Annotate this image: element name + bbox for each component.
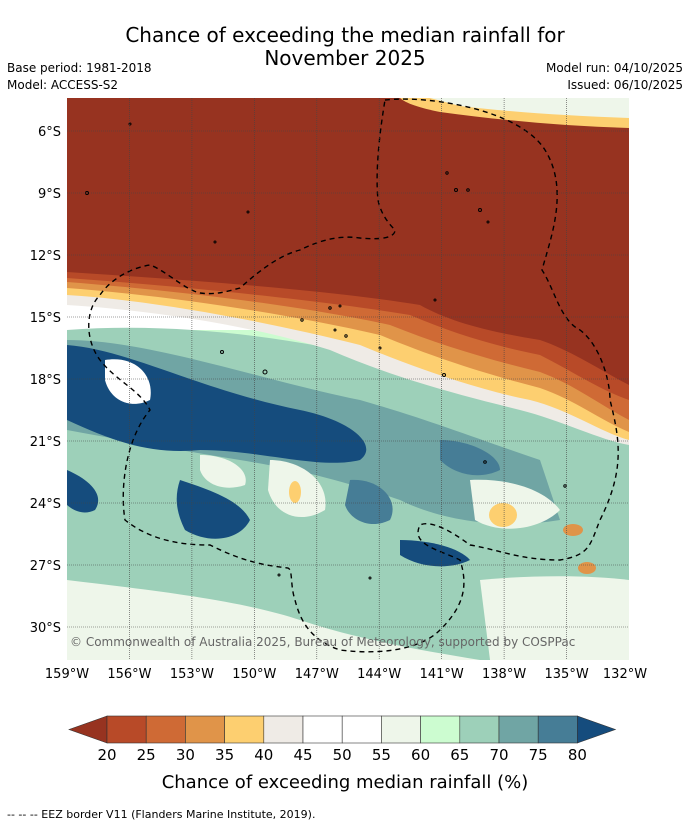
lat-label: 9°S <box>38 187 61 202</box>
colorbar-cells <box>68 715 617 744</box>
colorbar-tick-label: 20 <box>97 746 116 764</box>
colorbar-tick-label: 45 <box>293 746 312 764</box>
colorbar-cell <box>302 715 343 744</box>
colorbar-cell <box>537 715 578 744</box>
colorbar-tick-label: 40 <box>254 746 273 764</box>
lon-label: 135°W <box>545 667 589 682</box>
colorbar-cell <box>145 715 186 744</box>
colorbar-cell <box>498 715 539 744</box>
map-field: © Commonwealth of Australia 2025, Bureau… <box>67 98 629 660</box>
colorbar-cell <box>381 715 421 744</box>
eez-legend: -- -- -- EEZ border V11 (Flanders Marine… <box>7 808 316 821</box>
colorbar-tick-label: 25 <box>137 746 156 764</box>
lon-label: 159°W <box>45 667 89 682</box>
colorbar: 20 25 30 35 40 45 50 55 60 65 70 75 80 Chance of exc… <box>68 715 617 793</box>
lat-label: 15°S <box>30 311 61 326</box>
lon-label: 141°W <box>420 667 464 682</box>
map-title: Chance of exceeding the median rainfall … <box>0 24 690 70</box>
colorbar-tick-label: 80 <box>568 746 587 764</box>
lon-label: 147°W <box>295 667 339 682</box>
colorbar-tick-label: 50 <box>333 746 352 764</box>
lat-label: 24°S <box>30 497 61 512</box>
meta-right: Model run: 04/10/2025 Issued: 06/10/2025 <box>546 60 683 94</box>
lat-label: 21°S <box>30 435 61 450</box>
colorbar-cell <box>263 715 304 744</box>
islands <box>85 122 567 580</box>
lat-label: 12°S <box>30 249 61 264</box>
lon-label: 132°W <box>603 667 647 682</box>
lat-axis: 6°S 9°S 12°S 15°S 18°S 21°S 24°S 27°S 30… <box>30 125 61 636</box>
lon-label: 138°W <box>482 667 526 682</box>
colorbar-cell <box>185 715 225 744</box>
title-line-2: November 2025 <box>264 46 426 70</box>
colorbar-tick-label: 60 <box>411 746 430 764</box>
colorbar-tick-label: 30 <box>176 746 195 764</box>
gridlines <box>67 98 629 660</box>
colorbar-cell <box>224 715 265 744</box>
colorbar-cell <box>106 715 147 744</box>
colorbar-cell <box>459 715 500 744</box>
colorbar-tick-label: 65 <box>450 746 469 764</box>
colorbar-extend-high <box>577 715 617 744</box>
colorbar-tick-label: 35 <box>215 746 234 764</box>
lon-label: 144°W <box>357 667 401 682</box>
colorbar-tick-label: 70 <box>489 746 508 764</box>
colorbar-ticks: 20 25 30 35 40 45 50 55 60 65 70 75 80 <box>97 746 586 764</box>
lon-label: 153°W <box>170 667 214 682</box>
model-name: Model: ACCESS-S2 <box>7 78 119 92</box>
lon-axis: 159°W 156°W 153°W 150°W 147°W 144°W 141°… <box>45 667 647 682</box>
colorbar-tick-label: 75 <box>529 746 548 764</box>
title-line-1: Chance of exceeding the median rainfall … <box>125 23 565 47</box>
lat-label: 18°S <box>30 373 61 388</box>
colorbar-cell <box>341 715 382 744</box>
copyright-notice: © Commonwealth of Australia 2025, Bureau… <box>70 635 575 649</box>
meta-left: Base period: 1981-2018 Model: ACCESS-S2 <box>7 60 152 94</box>
eez-border <box>88 98 619 653</box>
lon-label: 156°W <box>107 667 151 682</box>
model-run-date: Model run: 04/10/2025 <box>545 61 683 75</box>
issued-date: Issued: 06/10/2025 <box>567 78 683 92</box>
colorbar-extend-low <box>68 715 108 744</box>
lat-label: 6°S <box>38 125 61 140</box>
lat-label: 27°S <box>30 559 61 574</box>
lat-label: 30°S <box>30 621 61 636</box>
colorbar-title: Chance of exceeding median rainfall (%) <box>162 772 529 793</box>
base-period: Base period: 1981-2018 <box>7 61 152 75</box>
lon-label: 150°W <box>232 667 276 682</box>
colorbar-tick-label: 55 <box>372 746 391 764</box>
colorbar-cell <box>420 715 461 744</box>
